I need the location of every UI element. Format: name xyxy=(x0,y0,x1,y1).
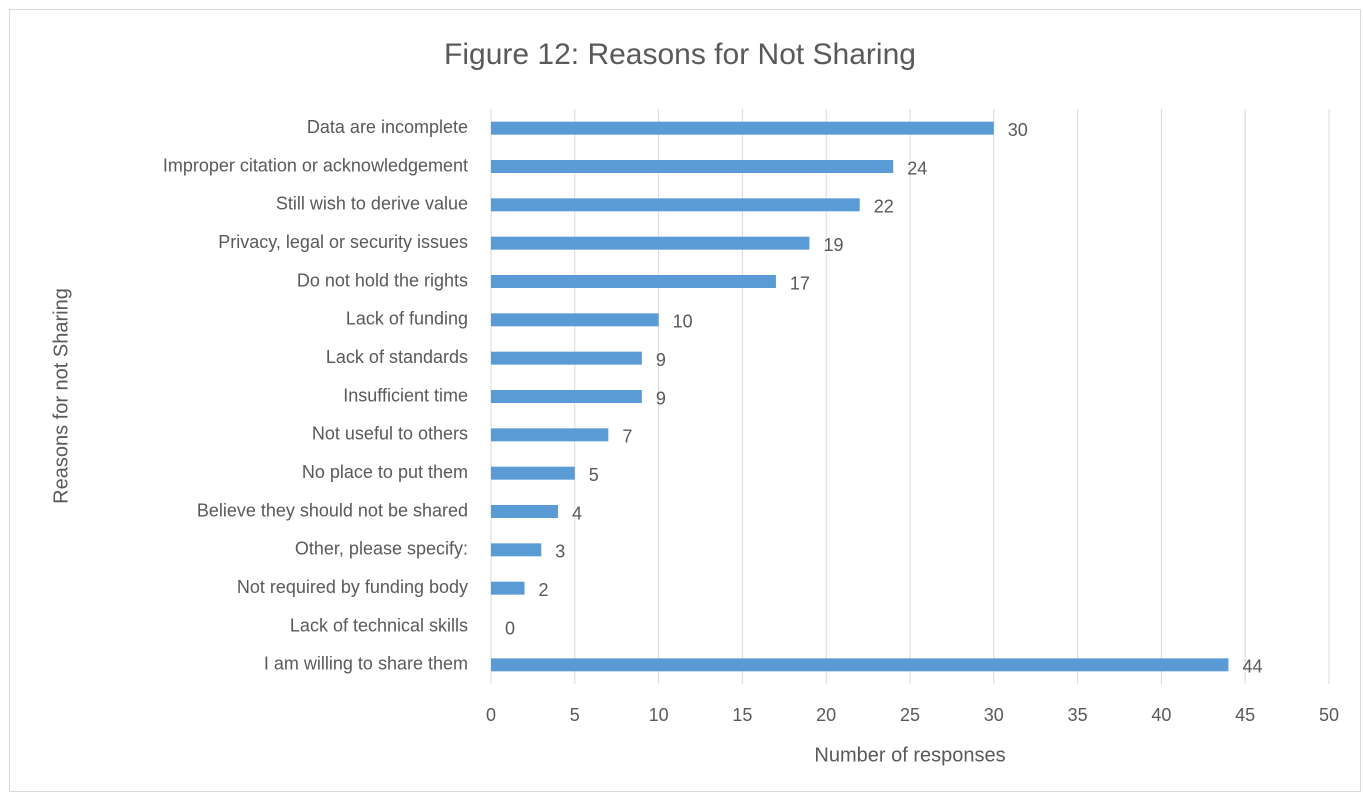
data-label: 9 xyxy=(656,350,666,370)
chart-title: Figure 12: Reasons for Not Sharing xyxy=(444,38,916,71)
y-tick-label: Other, please specify: xyxy=(295,539,468,559)
bar xyxy=(491,581,525,595)
y-tick-label: Do not hold the rights xyxy=(297,270,468,290)
bar xyxy=(491,160,894,173)
data-label: 30 xyxy=(1008,120,1028,140)
bar xyxy=(491,236,810,250)
x-tick-label: 10 xyxy=(649,705,669,725)
x-tick-label: 35 xyxy=(1068,705,1088,725)
data-label: 9 xyxy=(656,388,666,408)
bar xyxy=(491,658,1229,672)
y-tick-label: Still wish to derive value xyxy=(276,194,468,214)
bar xyxy=(491,313,659,327)
y-tick-label: Lack of standards xyxy=(326,347,468,367)
data-label: 22 xyxy=(874,197,894,217)
data-label: 7 xyxy=(622,427,632,447)
y-tick-label: Lack of funding xyxy=(346,309,468,329)
y-tick-label: Not useful to others xyxy=(312,424,468,444)
y-tick-label: Not required by funding body xyxy=(237,577,468,597)
data-label: 19 xyxy=(823,235,843,255)
data-label: 10 xyxy=(673,312,693,332)
data-label: 3 xyxy=(555,542,565,562)
bar xyxy=(491,505,559,518)
y-tick-label: Data are incomplete xyxy=(307,117,468,137)
data-label: 17 xyxy=(790,273,810,293)
y-tick-label: Believe they should not be shared xyxy=(197,500,468,520)
data-label: 2 xyxy=(539,580,549,600)
bar xyxy=(491,543,542,557)
x-tick-label: 25 xyxy=(900,705,920,725)
data-label: 5 xyxy=(589,465,599,485)
x-tick-label: 40 xyxy=(1151,705,1171,725)
bar xyxy=(491,198,860,212)
x-tick-label: 5 xyxy=(570,705,580,725)
bar xyxy=(491,351,642,365)
bar xyxy=(491,275,776,288)
y-tick-label: No place to put them xyxy=(302,462,468,482)
y-tick-label: I am willing to share them xyxy=(264,654,468,674)
y-tick-label: Privacy, legal or security issues xyxy=(218,232,468,252)
data-label: 24 xyxy=(907,158,927,178)
y-tick-label: Lack of technical skills xyxy=(290,615,468,635)
x-tick-label: 20 xyxy=(816,705,836,725)
bar xyxy=(491,121,994,135)
data-label: 44 xyxy=(1242,657,1262,677)
y-axis-label: Reasons for not Sharing xyxy=(50,288,72,504)
x-tick-label: 15 xyxy=(732,705,752,725)
data-label: 4 xyxy=(572,503,582,523)
x-tick-label: 45 xyxy=(1235,705,1255,725)
x-tick-label: 0 xyxy=(486,705,496,725)
bar xyxy=(491,428,609,442)
x-axis-label: Number of responses xyxy=(814,744,1005,766)
bar xyxy=(491,466,575,480)
bar xyxy=(491,390,642,403)
x-tick-label: 50 xyxy=(1319,705,1339,725)
data-label: 0 xyxy=(505,618,515,638)
y-tick-label: Improper citation or acknowledgement xyxy=(163,155,468,175)
x-tick-label: 30 xyxy=(984,705,1004,725)
y-tick-label: Insufficient time xyxy=(343,385,468,405)
